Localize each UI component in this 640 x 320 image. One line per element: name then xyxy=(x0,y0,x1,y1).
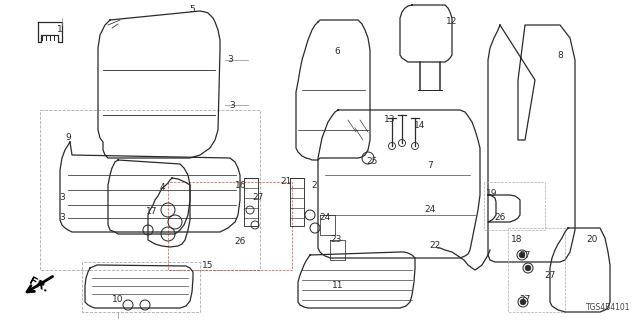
Text: 22: 22 xyxy=(429,241,440,250)
Text: FR.: FR. xyxy=(27,276,49,294)
Text: 12: 12 xyxy=(446,18,458,27)
Circle shape xyxy=(520,299,526,305)
Text: 15: 15 xyxy=(202,260,214,269)
Text: 27: 27 xyxy=(252,194,264,203)
Text: 20: 20 xyxy=(586,236,598,244)
Text: 23: 23 xyxy=(330,236,342,244)
Circle shape xyxy=(523,263,533,273)
Text: 16: 16 xyxy=(236,180,247,189)
Text: 18: 18 xyxy=(511,236,523,244)
Text: 8: 8 xyxy=(557,51,563,60)
Text: 21: 21 xyxy=(280,178,292,187)
Text: 3: 3 xyxy=(227,55,233,65)
Text: 1: 1 xyxy=(57,26,63,35)
Text: 5: 5 xyxy=(189,5,195,14)
Circle shape xyxy=(517,250,527,260)
Circle shape xyxy=(519,252,525,258)
Text: 13: 13 xyxy=(384,116,396,124)
Text: 7: 7 xyxy=(427,161,433,170)
Text: 11: 11 xyxy=(332,281,344,290)
Text: TGS4B4101: TGS4B4101 xyxy=(586,303,630,312)
Circle shape xyxy=(518,297,528,307)
Text: 19: 19 xyxy=(486,188,498,197)
Circle shape xyxy=(388,142,396,149)
Text: 17: 17 xyxy=(147,207,157,217)
Text: 10: 10 xyxy=(112,295,124,305)
Text: 4: 4 xyxy=(159,183,165,193)
Text: 2: 2 xyxy=(311,180,317,189)
Text: 3: 3 xyxy=(59,194,65,203)
Text: 24: 24 xyxy=(424,205,436,214)
Text: 24: 24 xyxy=(319,213,331,222)
Circle shape xyxy=(412,142,419,149)
Text: 26: 26 xyxy=(234,237,246,246)
Circle shape xyxy=(525,265,531,271)
Text: 9: 9 xyxy=(65,133,71,142)
Text: 3: 3 xyxy=(229,100,235,109)
Text: 27: 27 xyxy=(544,270,556,279)
Text: 6: 6 xyxy=(334,47,340,57)
Text: 25: 25 xyxy=(366,157,378,166)
Text: 27: 27 xyxy=(519,251,531,260)
Text: 27: 27 xyxy=(519,295,531,305)
Text: 14: 14 xyxy=(414,121,426,130)
Circle shape xyxy=(399,140,406,147)
Text: 3: 3 xyxy=(59,213,65,222)
Text: 26: 26 xyxy=(494,213,506,222)
